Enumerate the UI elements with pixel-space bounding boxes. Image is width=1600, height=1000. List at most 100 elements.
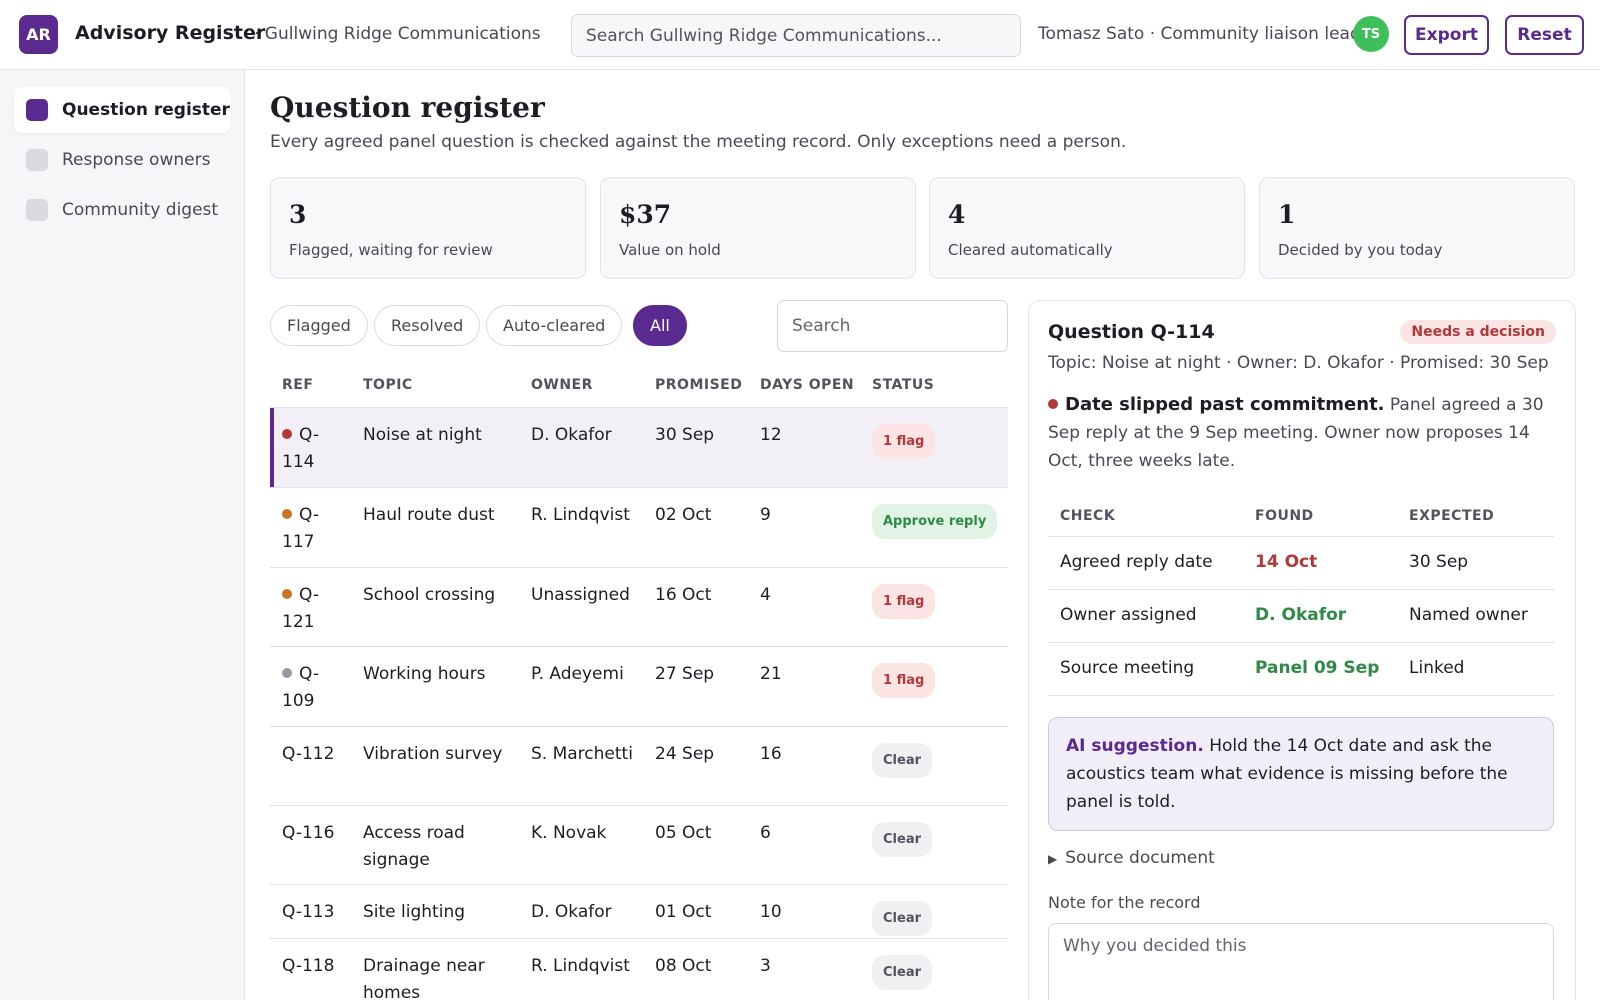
filter-flagged[interactable]: Flagged	[270, 305, 368, 346]
issue-dot-icon	[1048, 399, 1058, 409]
column-header-topic[interactable]: TOPIC	[363, 377, 413, 393]
response-owners-icon	[26, 149, 48, 171]
cell-promised: 02 Oct	[655, 505, 712, 525]
reset-button[interactable]: Reset	[1505, 15, 1584, 55]
stat-value: $37	[619, 200, 672, 229]
ai-suggestion-text: Hold the 14 Oct date and ask the acousti…	[1066, 736, 1508, 812]
avatar[interactable]: TS	[1353, 16, 1389, 52]
cell-promised: 08 Oct	[655, 956, 712, 976]
status-badge: Clear	[872, 901, 932, 936]
cell-owner: D. Okafor	[531, 902, 612, 922]
note-label: Note for the record	[1048, 893, 1201, 912]
stat-label: Flagged, waiting for review	[289, 241, 493, 259]
status-badge: 1 flag	[872, 424, 936, 459]
ref-text: Q-109	[282, 664, 319, 711]
cell-promised: 05 Oct	[655, 823, 712, 843]
cell-promised: 27 Sep	[655, 664, 715, 684]
cell-days-open: 21	[760, 664, 782, 684]
cell-days-open: 6	[760, 823, 771, 843]
stat-card-cleared: 4 Cleared automatically	[929, 177, 1245, 279]
triangle-right-icon: ▶	[1048, 852, 1058, 866]
table-row[interactable]: Q-109 Working hours P. Adeyemi 27 Sep 21 1 fl…	[270, 647, 1008, 727]
table-row[interactable]: Q-114 Noise at night D. Okafor 30 Sep 12 1 fl…	[270, 408, 1008, 488]
check-expected: Linked	[1409, 658, 1465, 678]
export-button[interactable]: Export	[1404, 15, 1489, 55]
filter-auto-cleared[interactable]: Auto-cleared	[486, 305, 623, 346]
status-badge[interactable]: Approve reply	[872, 504, 998, 539]
priority-dot-icon	[282, 589, 292, 599]
table-header: REF TOPIC OWNER PROMISED DAYS OPEN STATU…	[270, 368, 1008, 408]
cell-owner: Unassigned	[531, 585, 630, 605]
top-bar: AR Advisory Register · Gullwing Ridge Co…	[0, 0, 1600, 70]
column-header-days-open[interactable]: DAYS OPEN	[760, 377, 855, 393]
cell-owner: R. Lindqvist	[531, 956, 630, 976]
cell-days-open: 4	[760, 585, 771, 605]
stat-label: Value on hold	[619, 241, 721, 259]
note-textarea[interactable]	[1048, 923, 1554, 1000]
check-expected: 30 Sep	[1409, 552, 1469, 572]
detail-panel: Question Q-114 Needs a decision Topic: N…	[1028, 300, 1576, 1000]
ai-suggestion-label: AI suggestion.	[1066, 736, 1204, 756]
cell-ref: Q-114	[282, 422, 350, 476]
check-name: Agreed reply date	[1060, 552, 1213, 572]
stat-value: 4	[948, 200, 966, 229]
table-row[interactable]: Q-116 Access road signage K. Novak 05 Oct 6 C…	[270, 806, 1008, 885]
question-table: REF TOPIC OWNER PROMISED DAYS OPEN STATU…	[270, 368, 1008, 1000]
column-header-status[interactable]: STATUS	[872, 377, 935, 393]
ref-text: Q-112	[282, 744, 335, 764]
ref-text: Q-114	[282, 425, 319, 472]
cell-topic: Haul route dust	[363, 505, 495, 525]
table-row[interactable]: Q-113 Site lighting D. Okafor 01 Oct 10 Clear	[270, 885, 1008, 939]
table-row[interactable]: Q-112 Vibration survey S. Marchetti 24 Sep 1…	[270, 727, 1008, 806]
sidebar-item-label: Question register	[62, 100, 230, 120]
cell-topic: Access road signage	[363, 823, 465, 870]
checks-column-found: FOUND	[1255, 508, 1314, 524]
filter-resolved[interactable]: Resolved	[374, 305, 481, 346]
ref-text: Q-117	[282, 505, 319, 552]
checks-header: CHECK FOUND EXPECTED	[1048, 497, 1554, 537]
sidebar-item-label: Response owners	[62, 150, 211, 170]
issue-text: Panel agreed a 30 Sep reply at the 9 Sep…	[1048, 395, 1544, 471]
cell-promised: 30 Sep	[655, 425, 715, 445]
cell-topic: Vibration survey	[363, 744, 503, 764]
status-badge: 1 flag	[872, 584, 936, 619]
issue-summary: Date slipped past commitment. Panel agre…	[1048, 391, 1558, 475]
cell-topic: School crossing	[363, 585, 496, 605]
cell-ref: Q-113	[282, 899, 350, 926]
source-document-label: Source document	[1065, 848, 1215, 868]
column-header-owner[interactable]: OWNER	[531, 377, 593, 393]
column-header-promised[interactable]: PROMISED	[655, 377, 743, 393]
cell-status: 1 flag	[872, 584, 936, 619]
ref-text: Q-116	[282, 823, 335, 843]
page-subtitle: Every agreed panel question is checked a…	[270, 132, 1127, 152]
cell-days-open: 9	[760, 505, 771, 525]
cell-owner: S. Marchetti	[531, 744, 633, 764]
stat-value: 1	[1278, 200, 1296, 229]
sidebar-item-label: Community digest	[62, 200, 219, 220]
cell-status: Clear	[872, 955, 932, 990]
table-row[interactable]: Q-117 Haul route dust R. Lindqvist 02 Oct 9 A…	[270, 488, 1008, 568]
cell-status: Approve reply	[872, 504, 998, 539]
check-row: Agreed reply date 14 Oct 30 Sep	[1048, 537, 1554, 590]
ref-text: Q-121	[282, 585, 319, 632]
check-found: Panel 09 Sep	[1255, 658, 1380, 678]
cell-promised: 16 Oct	[655, 585, 712, 605]
table-search-input[interactable]	[777, 300, 1008, 352]
cell-days-open: 16	[760, 744, 782, 764]
cell-status: Clear	[872, 901, 932, 936]
sidebar-item-response-owners[interactable]: Response owners	[14, 137, 231, 183]
cell-ref: Q-118	[282, 953, 350, 980]
filter-all[interactable]: All	[633, 305, 687, 346]
global-search-input[interactable]	[571, 14, 1021, 57]
ref-text: Q-113	[282, 902, 335, 922]
cell-days-open: 10	[760, 902, 782, 922]
sidebar-item-question-register[interactable]: Question register	[14, 87, 231, 133]
sidebar-item-community-digest[interactable]: Community digest	[14, 187, 231, 233]
checks-column-expected: EXPECTED	[1409, 508, 1495, 524]
source-document-toggle[interactable]: ▶ Source document	[1048, 848, 1215, 868]
table-row[interactable]: Q-121 School crossing Unassigned 16 Oct 4 1 f…	[270, 568, 1008, 647]
table-row[interactable]: Q-118 Drainage near homes R. Lindqvist 08 O…	[270, 939, 1008, 1000]
cell-ref: Q-109	[282, 661, 350, 715]
column-header-ref[interactable]: REF	[282, 377, 314, 393]
cell-status: Clear	[872, 822, 932, 857]
